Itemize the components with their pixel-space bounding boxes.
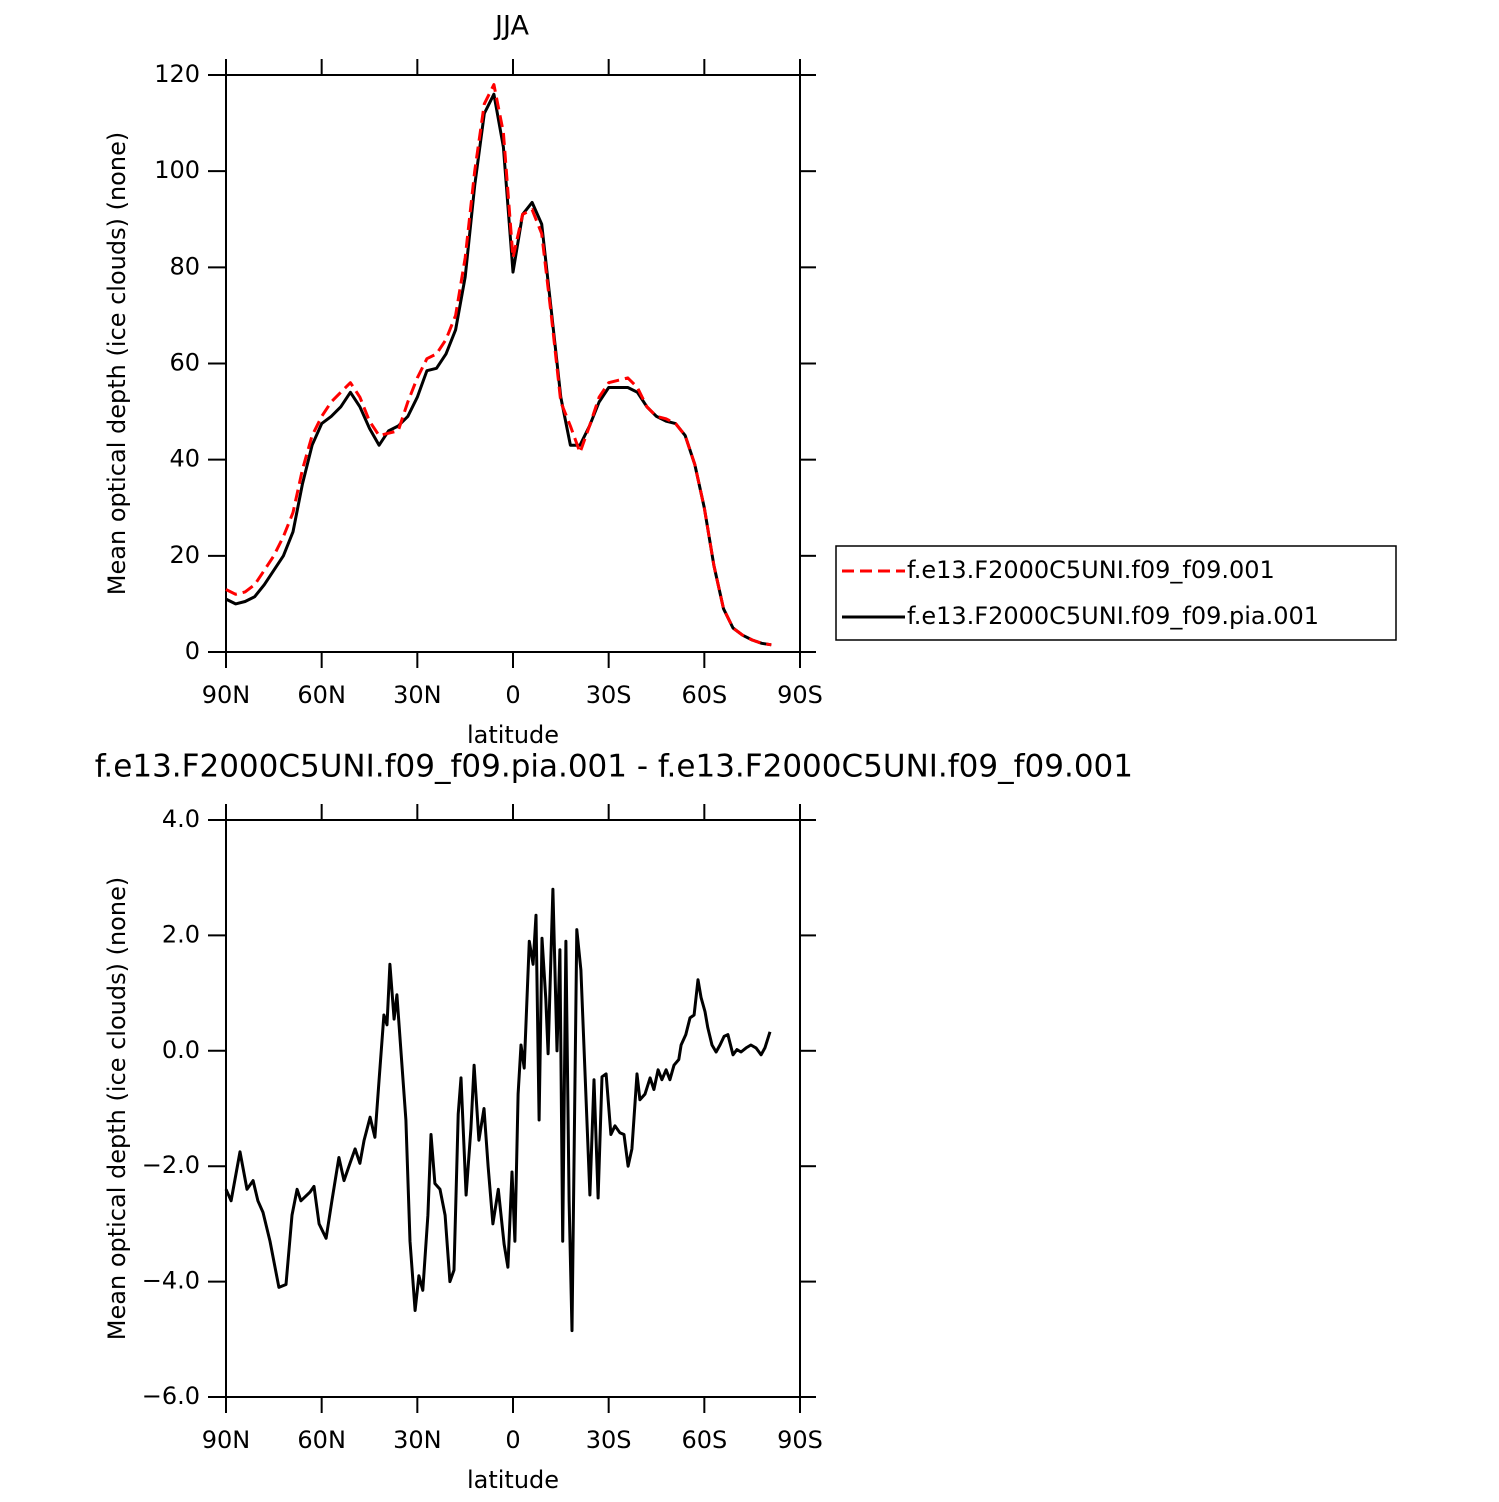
x-tick-label: 0 — [505, 1426, 520, 1454]
x-tick-label: 90N — [202, 1426, 251, 1454]
x-tick-label: 60N — [297, 1426, 346, 1454]
y-tick-label: 0.0 — [162, 1036, 200, 1064]
x-axis-label: latitude — [467, 1466, 559, 1494]
y-tick-label: 20 — [169, 541, 200, 569]
y-tick-label: −4.0 — [142, 1267, 200, 1295]
y-tick-label: −6.0 — [142, 1382, 200, 1410]
x-tick-label: 30N — [393, 681, 442, 709]
x-tick-label: 90S — [777, 1426, 823, 1454]
plot-frame — [225, 819, 801, 1398]
y-tick-label: 0 — [185, 637, 200, 665]
legend-label: f.e13.F2000C5UNI.f09_f09.pia.001 — [907, 602, 1319, 630]
x-tick-label: 30N — [393, 1426, 442, 1454]
x-tick-label: 30S — [586, 681, 632, 709]
chart-title: f.e13.F2000C5UNI.f09_f09.pia.001 - f.e13… — [95, 749, 1133, 785]
y-tick-label: 2.0 — [162, 920, 200, 948]
y-tick-label: −2.0 — [142, 1151, 200, 1179]
data-line — [225, 92, 772, 647]
x-tick-label: 60S — [681, 681, 727, 709]
y-tick-label: 4.0 — [162, 805, 200, 833]
chart-title: JJA — [493, 11, 529, 42]
x-tick-label: 60N — [297, 681, 346, 709]
y-tick-label: 60 — [169, 349, 200, 377]
legend-box — [835, 545, 1397, 641]
x-tick-label: 60S — [681, 1426, 727, 1454]
y-tick-label: 40 — [169, 445, 200, 473]
data-line — [225, 83, 772, 647]
x-tick-label: 90S — [777, 681, 823, 709]
y-axis-label: Mean optical depth (ice clouds) (none) — [103, 877, 131, 1340]
x-tick-label: 30S — [586, 1426, 632, 1454]
y-tick-label: 80 — [169, 252, 200, 280]
y-axis-label: Mean optical depth (ice clouds) (none) — [103, 132, 131, 595]
x-tick-label: 0 — [505, 681, 520, 709]
data-line — [224, 887, 772, 1333]
legend-label: f.e13.F2000C5UNI.f09_f09.001 — [907, 556, 1275, 584]
x-tick-label: 90N — [202, 681, 251, 709]
y-tick-label: 100 — [154, 156, 200, 184]
y-tick-label: 120 — [154, 60, 200, 88]
x-axis-label: latitude — [467, 721, 559, 749]
